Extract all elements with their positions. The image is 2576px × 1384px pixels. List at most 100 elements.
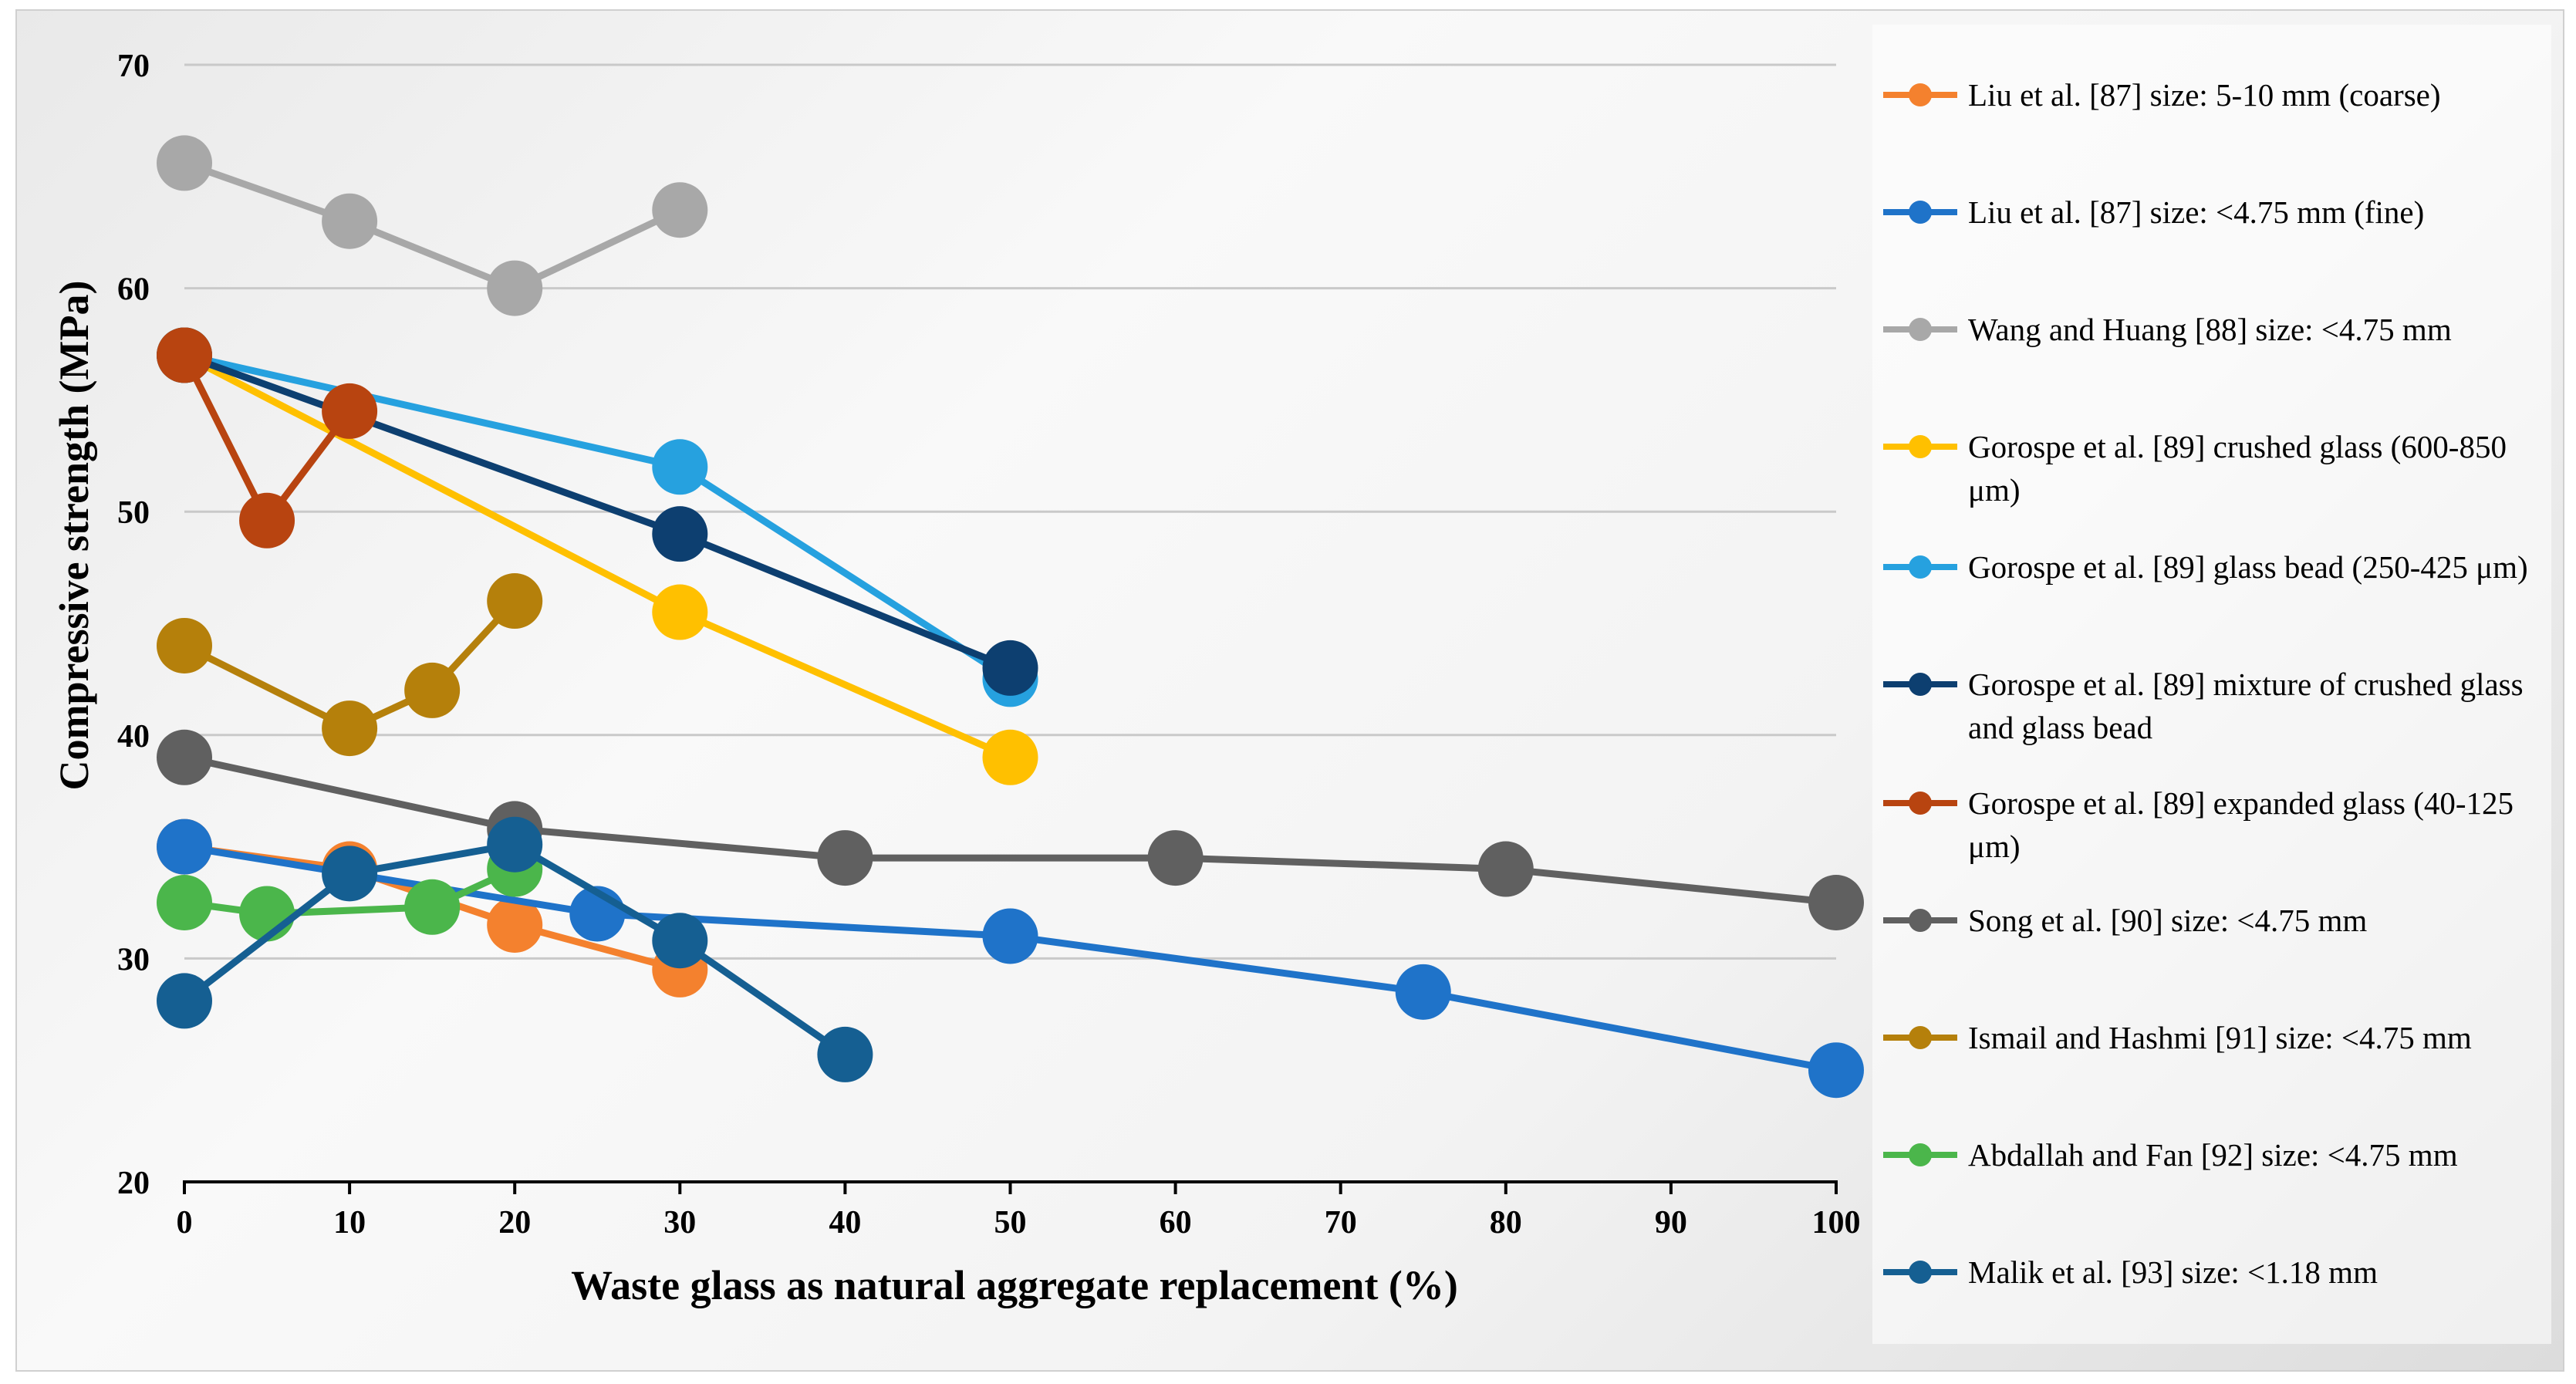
legend-swatch [1883, 673, 1957, 696]
y-tick-label: 20 [117, 1166, 150, 1201]
y-tick-label: 50 [117, 495, 150, 531]
series-line [181, 597, 518, 732]
data-point [487, 573, 543, 630]
legend: Liu et al. [87] size: 5-10 mm (coarse) Li… [1872, 25, 2551, 1344]
data-point [1808, 875, 1864, 930]
x-tick-label: 80 [1490, 1205, 1522, 1241]
data-point [817, 1026, 873, 1082]
x-tick-label: 50 [994, 1205, 1027, 1241]
data-point [652, 584, 708, 640]
data-point [652, 439, 708, 495]
data-point [1395, 964, 1451, 1020]
y-tick-label: 40 [117, 719, 150, 754]
data-point [1477, 841, 1534, 897]
data-point [487, 260, 543, 316]
data-point [239, 492, 295, 549]
x-tick-label: 0 [177, 1205, 193, 1241]
series-line [181, 754, 1840, 906]
series-10 [157, 816, 873, 1082]
legend-swatch-marker [1909, 318, 1932, 341]
legend-swatch [1883, 435, 1957, 458]
data-point [404, 879, 461, 935]
legend-label: Gorospe et al. [89] expanded glass (40-1… [1968, 785, 2514, 864]
x-tick-label: 100 [1812, 1205, 1861, 1241]
x-axis-title: Waste glass as natural aggregate replace… [571, 1262, 1458, 1308]
legend-swatch [1883, 1261, 1957, 1284]
data-point [817, 830, 873, 886]
legend-swatch [1883, 83, 1957, 106]
data-point [322, 846, 378, 902]
legend-label: Song et al. [90] size: <4.75 mm [1968, 903, 2368, 938]
legend-swatch-marker [1909, 792, 1932, 815]
series-line [181, 351, 1014, 683]
data-point [404, 662, 461, 718]
legend-label: Liu et al. [87] size: <4.75 mm (fine) [1968, 194, 2425, 230]
data-point [157, 973, 212, 1029]
series-line [181, 159, 684, 292]
legend-label: Gorospe et al. [89] mixture of crushed g… [1968, 667, 2524, 745]
gridlines [184, 63, 1836, 960]
legend-swatch [1883, 318, 1957, 341]
legend-swatch-marker [1909, 909, 1932, 932]
series-layer [157, 135, 1864, 1099]
data-point [322, 383, 378, 439]
chart-plot: 20 30 40 50 60 70 0 10 20 30 40 50 60 70 80 90 100 Waste… [51, 49, 1864, 1308]
series-line [181, 351, 1014, 761]
legend-swatch [1883, 1026, 1957, 1049]
data-point [157, 819, 212, 875]
data-point [157, 327, 212, 383]
legend-swatch [1883, 1143, 1957, 1166]
data-point [652, 182, 708, 238]
series-2 [157, 135, 708, 316]
data-point [322, 193, 378, 249]
y-tick-label: 70 [117, 49, 150, 84]
data-point [652, 913, 708, 969]
legend-swatch-marker [1909, 83, 1932, 106]
legend-label: Wang and Huang [88] size: <4.75 mm [1968, 312, 2452, 347]
x-tick-label: 20 [498, 1205, 531, 1241]
x-tick-label: 40 [829, 1205, 861, 1241]
legend-label: Ismail and Hashmi [91] size: <4.75 mm [1968, 1020, 2472, 1055]
data-point [982, 908, 1038, 964]
legend-swatch [1883, 555, 1957, 579]
legend-swatch-marker [1909, 1143, 1932, 1166]
data-point [1808, 1042, 1864, 1099]
legend-swatch-marker [1909, 435, 1932, 458]
legend-label: Malik et al. [93] size: <1.18 mm [1968, 1254, 2378, 1290]
x-tick-label: 10 [333, 1205, 366, 1241]
data-point [652, 506, 708, 562]
x-tick-label: 90 [1655, 1205, 1687, 1241]
x-tick-label: 60 [1160, 1205, 1192, 1241]
series-6 [157, 327, 378, 549]
y-tick-label: 60 [117, 272, 150, 308]
legend-swatch-marker [1909, 673, 1932, 696]
legend-label: Gorospe et al. [89] glass bead (250-425 … [1968, 549, 2528, 585]
x-tick-label: 30 [663, 1205, 696, 1241]
data-point [322, 700, 378, 757]
legend-label: Gorospe et al. [89] crushed glass (600-8… [1968, 429, 2507, 508]
data-point [1147, 830, 1204, 886]
legend-swatch [1883, 792, 1957, 815]
x-tick-label: 70 [1325, 1205, 1357, 1241]
legend-swatch-marker [1909, 555, 1932, 579]
legend-swatch-marker [1909, 201, 1932, 224]
data-point [157, 617, 212, 673]
y-tick-label: 30 [117, 942, 150, 977]
data-point [157, 135, 212, 191]
legend-swatch [1883, 909, 1957, 932]
data-point [157, 729, 212, 785]
data-point [157, 875, 212, 930]
chart-frame: 20 30 40 50 60 70 0 10 20 30 40 50 60 70 80 90 100 Waste… [15, 9, 2564, 1372]
data-point [487, 816, 543, 873]
legend-label: Abdallah and Fan [92] size: <4.75 mm [1968, 1137, 2458, 1173]
axes: 20 30 40 50 60 70 0 10 20 30 40 50 60 70 80 90 100 [117, 49, 1861, 1241]
legend-swatch [1883, 201, 1957, 224]
legend-swatch-marker [1909, 1026, 1932, 1049]
legend-swatch-marker [1909, 1261, 1932, 1284]
data-point [487, 896, 543, 953]
series-line [181, 866, 518, 917]
data-point [982, 729, 1038, 785]
series-8 [157, 573, 543, 757]
data-point [982, 640, 1038, 696]
y-axis-title: Compressive strength (MPa) [51, 281, 97, 791]
